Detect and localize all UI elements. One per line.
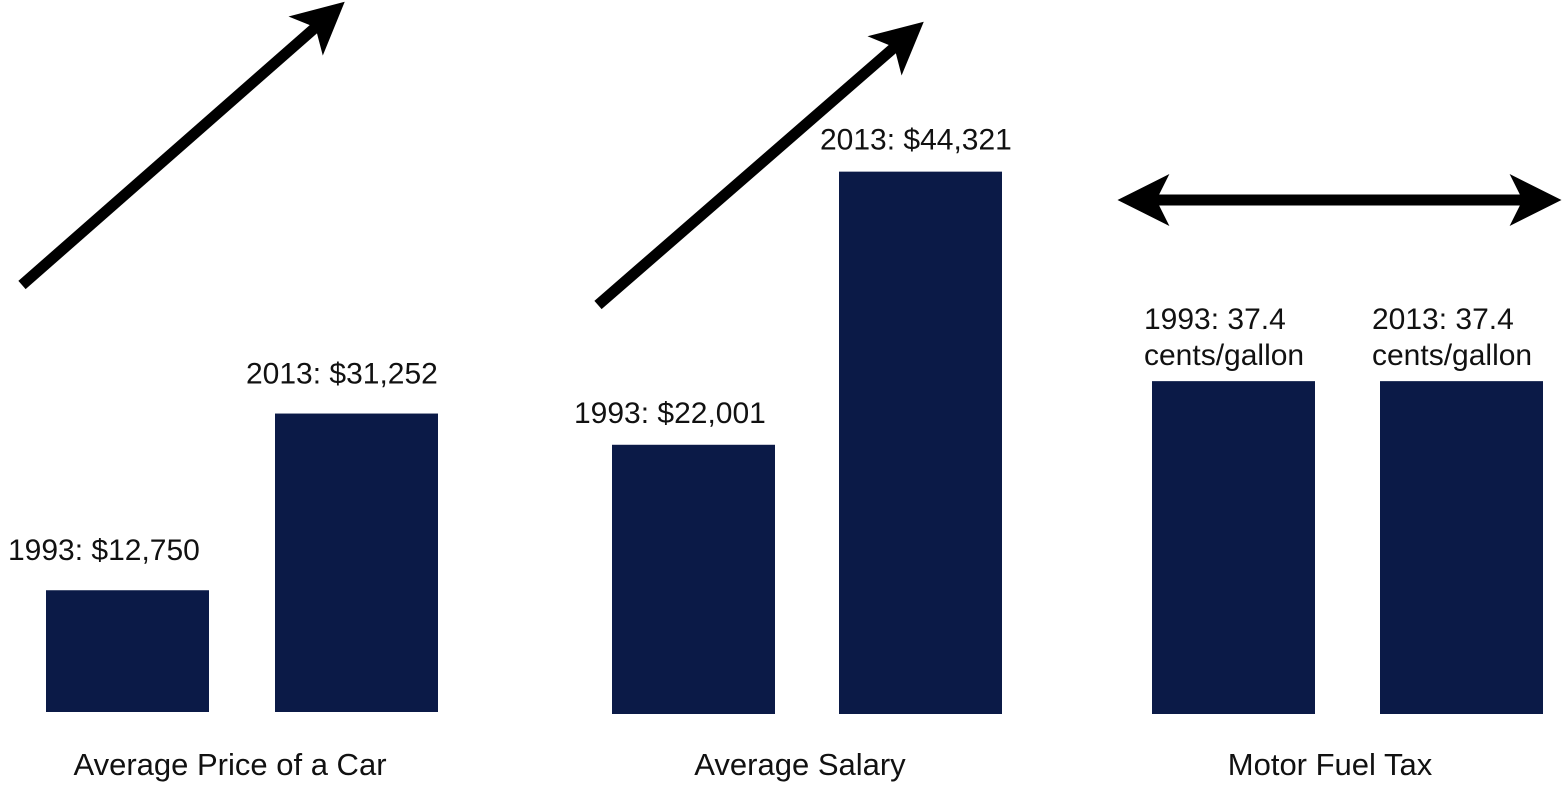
- bar-1993-1: [46, 590, 209, 712]
- bar-2013-1: [275, 413, 438, 712]
- chart-label-3: Motor Fuel Tax: [1228, 747, 1433, 782]
- data-label-1993-1: 1993: $12,750: [8, 534, 200, 567]
- data-label-2013-1: 2013: $31,252: [246, 358, 438, 391]
- bar-1993-2: [612, 444, 775, 714]
- bar-1993-3: [1152, 381, 1315, 714]
- data-label-1993-3-line1: 1993: 37.4: [1144, 303, 1286, 336]
- data-label-2013-3-line2: cents/gallon: [1372, 339, 1532, 372]
- data-label-2013-3-line1: 2013: 37.4: [1372, 303, 1514, 336]
- chart-label-2: Average Salary: [694, 747, 906, 782]
- chart-label-1: Average Price of a Car: [73, 747, 386, 782]
- data-label-1993-3-line2: cents/gallon: [1144, 339, 1304, 372]
- trend-arrow-icon: [18, 1, 345, 290]
- bar-2013-2: [839, 171, 1002, 714]
- bar-2013-3: [1380, 381, 1543, 714]
- data-label-1993-2: 1993: $22,001: [574, 397, 766, 430]
- trend-arrow-icon: [594, 21, 924, 310]
- data-label-2013-2: 2013: $44,321: [820, 124, 1012, 157]
